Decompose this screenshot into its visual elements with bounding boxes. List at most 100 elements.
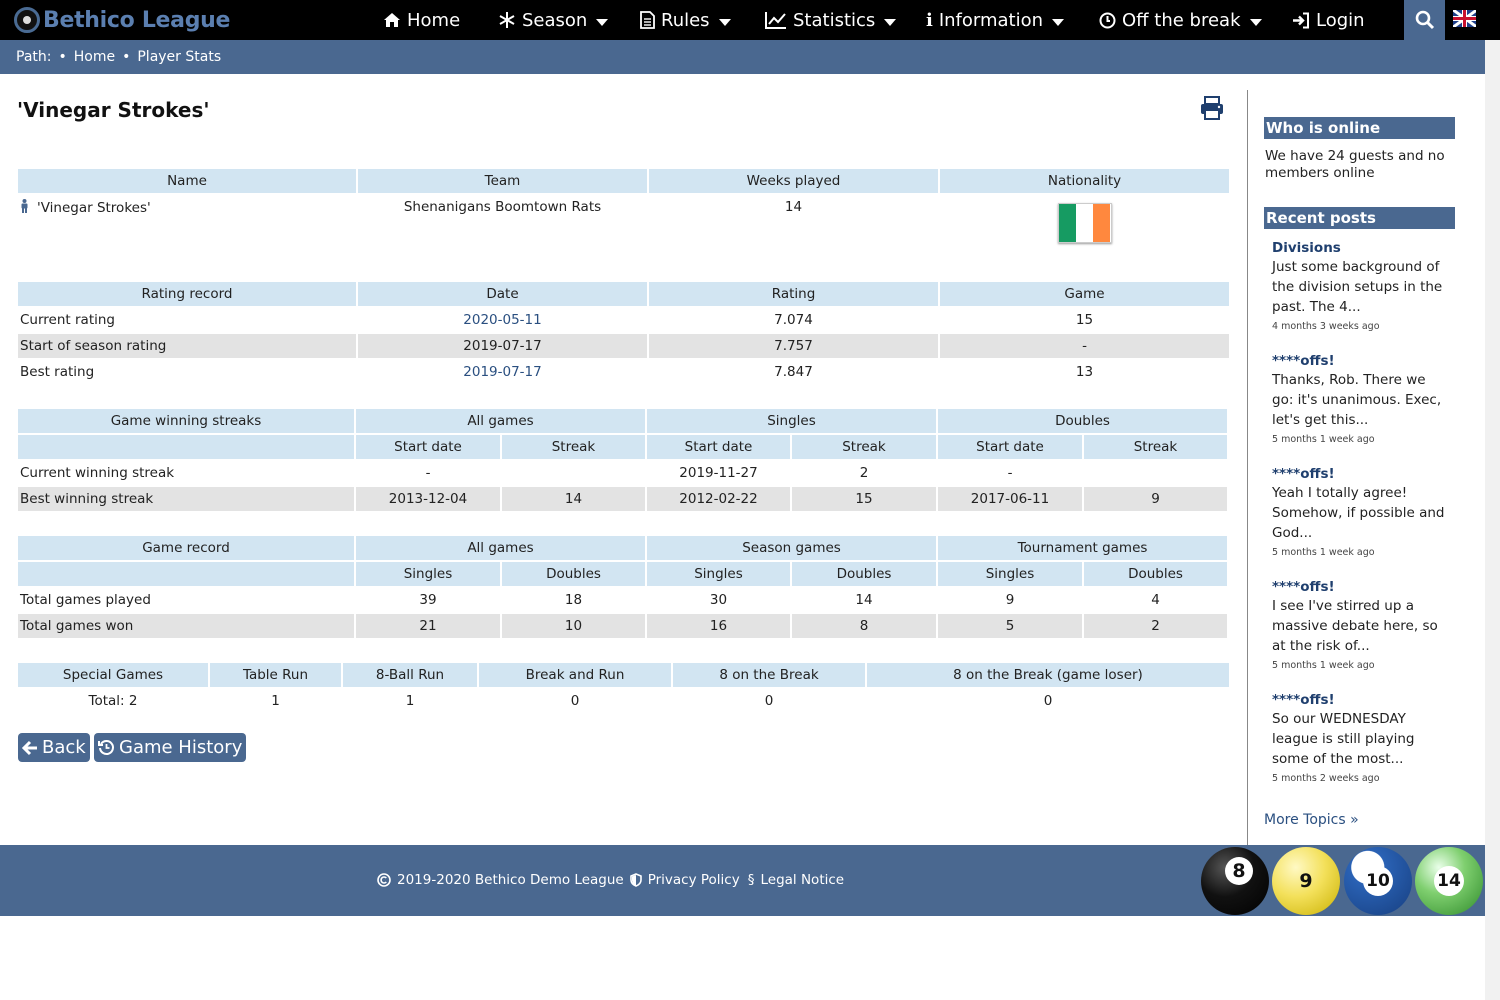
chevron-down-icon — [1052, 18, 1065, 26]
table-row: Current winning streak - 2019-11-27 2 - — [18, 461, 1227, 485]
rating-value: 7.847 — [774, 364, 813, 380]
table-cell: 2019-11-27 — [679, 465, 758, 481]
english-language-flag-icon[interactable] — [1453, 10, 1476, 27]
post-date: 5 months 1 week ago — [1272, 660, 1375, 671]
rating-game: 13 — [1075, 364, 1094, 380]
post-title-link[interactable]: ****offs! — [1272, 353, 1335, 369]
ball-number: 14 — [1434, 866, 1464, 896]
snowflake-icon — [499, 12, 515, 28]
column-subheader: Start date — [356, 435, 500, 459]
table-row: Total games won 21 10 16 8 5 2 — [18, 614, 1227, 638]
list-item: ****offs! I see I've stirred up a massiv… — [1272, 579, 1450, 671]
back-button[interactable]: Back — [18, 733, 90, 762]
nav-season[interactable]: Season — [498, 0, 609, 40]
privacy-policy-link[interactable]: Privacy Policy — [647, 872, 740, 888]
post-date: 5 months 1 week ago — [1272, 547, 1375, 558]
top-navbar: Bethico League Home Season Rules Statist… — [0, 0, 1500, 40]
table-cell: 15 — [792, 487, 936, 511]
column-header — [18, 562, 354, 586]
table-cell: 1 — [271, 693, 280, 709]
nav-login[interactable]: Login — [1292, 0, 1365, 40]
nav-home[interactable]: Home — [383, 0, 460, 40]
legal-notice-link[interactable]: Legal Notice — [760, 872, 845, 888]
arrow-left-icon — [22, 740, 37, 755]
ireland-flag-icon — [1057, 203, 1112, 243]
who-is-online-heading: Who is online — [1264, 117, 1455, 139]
table-cell: 2 — [1084, 614, 1227, 638]
print-icon[interactable] — [1200, 96, 1224, 120]
list-item: Divisions Just some background of the di… — [1272, 240, 1450, 332]
column-header: Break and Run — [479, 663, 671, 687]
copyright-icon — [377, 873, 391, 887]
table-cell: 16 — [647, 614, 790, 638]
post-excerpt: Just some background of the division set… — [1272, 259, 1443, 315]
table-cell: 2012-02-22 — [647, 487, 790, 511]
nav-statistics[interactable]: Statistics — [765, 0, 897, 40]
column-header: Nationality — [940, 169, 1229, 193]
column-header: Doubles — [938, 409, 1227, 433]
row-label: Start of season rating — [18, 334, 356, 358]
player-weeks-played: 14 — [784, 199, 803, 215]
rating-game: 15 — [1075, 312, 1094, 328]
search-button[interactable] — [1404, 0, 1445, 40]
table-cell: 14 — [855, 592, 873, 608]
list-item: ****offs! Yeah I totally agree! Somehow,… — [1272, 466, 1450, 558]
table-cell: 0 — [570, 693, 580, 709]
column-subheader: Singles — [647, 562, 790, 586]
player-info-table: Name Team Weeks played Nationality 'Vine… — [16, 167, 1231, 257]
rating-value: 7.757 — [649, 334, 938, 358]
post-excerpt: Thanks, Rob. There we go: it's unanimous… — [1272, 372, 1442, 428]
game-history-button[interactable]: Game History — [94, 733, 247, 762]
column-subheader: Streak — [502, 435, 645, 459]
breadcrumb-home-link[interactable]: Home — [73, 49, 116, 65]
column-subheader: Doubles — [502, 562, 645, 586]
column-header: Special Games — [18, 663, 208, 687]
table-cell: - — [425, 465, 431, 481]
table-cell: 2 — [859, 465, 869, 481]
table-row: Start of season rating 2019-07-17 7.757 … — [18, 334, 1229, 358]
post-title-link[interactable]: ****offs! — [1272, 579, 1335, 595]
rating-date-link[interactable]: 2019-07-17 — [463, 364, 542, 380]
nav-rules[interactable]: Rules — [640, 0, 731, 40]
table-row: Best winning streak 2013-12-04 14 2012-0… — [18, 487, 1227, 511]
ball-number: 8 — [1225, 857, 1253, 885]
post-date: 5 months 1 week ago — [1272, 434, 1375, 445]
table-cell: 0 — [1043, 693, 1053, 709]
more-topics-link[interactable]: More Topics » — [1264, 812, 1359, 828]
column-subheader: Start date — [938, 435, 1082, 459]
copyright-text: 2019-2020 Bethico Demo League — [397, 872, 624, 888]
row-label: Total games won — [18, 614, 354, 638]
column-header: Game — [940, 282, 1229, 306]
game-history-button-label: Game History — [119, 737, 243, 758]
site-logo[interactable]: Bethico League — [14, 5, 230, 35]
nav-off-the-break[interactable]: Off the break — [1099, 0, 1262, 40]
post-title-link[interactable]: Divisions — [1272, 240, 1341, 256]
table-cell — [1084, 461, 1227, 485]
document-icon — [640, 11, 655, 29]
table-row: Best rating 2019-07-17 7.847 13 — [18, 360, 1229, 384]
list-item: ****offs! So our WEDNESDAY league is sti… — [1272, 692, 1450, 784]
line-chart-icon — [765, 12, 786, 29]
post-title-link[interactable]: ****offs! — [1272, 692, 1335, 708]
brand-name: Bethico League — [43, 7, 231, 33]
page-scrollbar[interactable] — [1485, 40, 1500, 1000]
column-header: All games — [356, 409, 645, 433]
row-label: Total games played — [20, 592, 151, 608]
footer: 2019-2020 Bethico Demo League Privacy Po… — [0, 845, 1485, 916]
back-button-label: Back — [42, 737, 86, 758]
column-header — [18, 435, 354, 459]
nav-information[interactable]: i Information — [926, 0, 1065, 40]
column-header: 8 on the Break — [673, 663, 865, 687]
table-cell: 9 — [1005, 592, 1015, 608]
rating-date-link[interactable]: 2020-05-11 — [463, 312, 542, 328]
row-label: Best winning streak — [18, 487, 354, 511]
player-name-cell: 'Vinegar Strokes' — [18, 195, 356, 255]
clock-icon — [1099, 12, 1116, 28]
list-item: ****offs! Thanks, Rob. There we go: it's… — [1272, 353, 1450, 445]
search-icon — [1415, 10, 1434, 30]
column-header: Rating record — [18, 282, 356, 306]
post-title-link[interactable]: ****offs! — [1272, 466, 1335, 482]
column-header: Game winning streaks — [18, 409, 354, 433]
special-games-table: Special Games Table Run 8-Ball Run Break… — [16, 661, 1231, 715]
info-icon: i — [926, 9, 933, 31]
